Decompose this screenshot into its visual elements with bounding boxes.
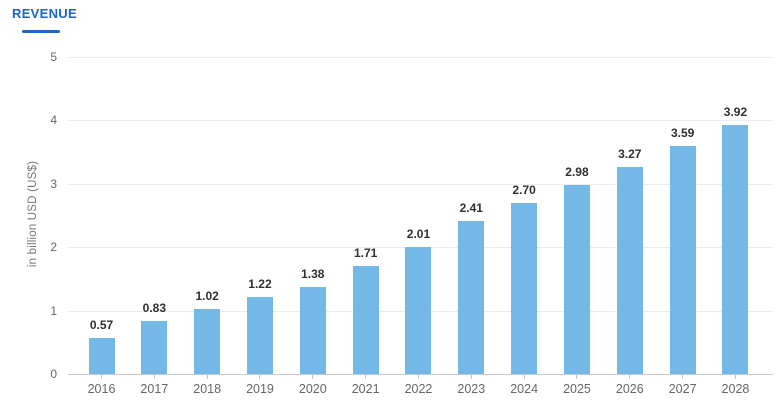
y-axis-title: in billion USD (US$) [27, 160, 39, 268]
x-tick-label-2018: 2018 [193, 382, 222, 396]
x-tick-mark-2028 [734, 375, 736, 379]
y-tick-label-0: 0 [50, 367, 57, 381]
bar-value-label-2022: 2.01 [406, 226, 431, 241]
y-tick-label-2: 2 [50, 240, 57, 255]
bar-2017[interactable] [141, 321, 168, 374]
bar-value-label-2016: 0.57 [89, 317, 114, 332]
bar-value-label-2028: 3.92 [723, 105, 748, 120]
y-tick-label-1: 1 [50, 303, 57, 318]
x-tick-mark-2026 [629, 375, 631, 379]
x-tick-mark-2022 [417, 375, 419, 379]
bar-value-label-2017: 0.83 [142, 301, 166, 316]
bar-value-label-2025: 2.98 [565, 165, 589, 180]
x-tick-mark-2027 [682, 375, 684, 379]
bar-value-label-2021: 1.71 [353, 245, 378, 260]
bar-2018[interactable] [194, 309, 221, 374]
gridline-y3 [68, 183, 773, 185]
x-tick-mark-2023 [470, 375, 472, 379]
bar-value-label-2018: 1.02 [195, 289, 219, 304]
bar-value-label-2024: 2.70 [512, 182, 536, 197]
x-tick-mark-2024 [523, 375, 525, 379]
tab-revenue-label: REVENUE [12, 6, 77, 21]
bar-value-label-2019: 1.22 [248, 276, 272, 291]
x-tick-mark-2021 [365, 375, 367, 379]
bar-2025[interactable] [563, 185, 590, 374]
bar-2028[interactable] [722, 125, 749, 374]
y-tick-label-4: 4 [50, 113, 57, 128]
x-tick-label-2023: 2023 [457, 382, 486, 396]
bar-2016[interactable] [88, 337, 115, 374]
y-tick-label-3: 3 [50, 176, 57, 191]
x-tick-mark-2019 [259, 375, 261, 379]
x-tick-label-2020: 2020 [298, 382, 327, 396]
bar-2021[interactable] [352, 265, 379, 374]
x-tick-label-2025: 2025 [563, 382, 591, 396]
x-tick-label-2021: 2021 [351, 382, 380, 396]
bar-2023[interactable] [458, 221, 485, 374]
x-tick-label-2024: 2024 [510, 382, 539, 396]
x-tick-mark-2025 [576, 375, 578, 379]
x-tick-label-2017: 2017 [140, 382, 169, 396]
bar-2020[interactable] [299, 286, 326, 374]
bar-value-label-2026: 3.27 [618, 146, 642, 161]
gridline-y5 [68, 57, 773, 58]
bar-2022[interactable] [405, 246, 432, 374]
x-tick-label-2019: 2019 [246, 382, 274, 396]
x-tick-mark-2020 [312, 375, 314, 379]
x-tick-label-2016: 2016 [87, 382, 116, 396]
x-tick-mark-2017 [153, 375, 155, 379]
x-tick-label-2028: 2028 [721, 382, 750, 396]
x-axis-line [68, 374, 773, 375]
bar-2027[interactable] [669, 146, 696, 374]
bar-2024[interactable] [511, 202, 538, 374]
bar-2019[interactable] [246, 296, 273, 374]
x-tick-label-2027: 2027 [668, 382, 697, 396]
bar-value-label-2023: 2.41 [459, 201, 483, 216]
x-tick-label-2026: 2026 [615, 382, 644, 396]
gridline-y4 [68, 120, 773, 122]
bar-value-label-2027: 3.59 [670, 126, 695, 141]
y-tick-label-5: 5 [50, 50, 57, 64]
tab-revenue[interactable]: REVENUE [12, 5, 77, 33]
x-tick-mark-2016 [101, 375, 102, 379]
bar-2026[interactable] [616, 166, 643, 374]
tab-active-indicator [22, 30, 60, 33]
bar-value-label-2020: 1.38 [301, 266, 325, 281]
x-tick-mark-2018 [206, 375, 208, 379]
x-tick-label-2022: 2022 [404, 382, 433, 396]
